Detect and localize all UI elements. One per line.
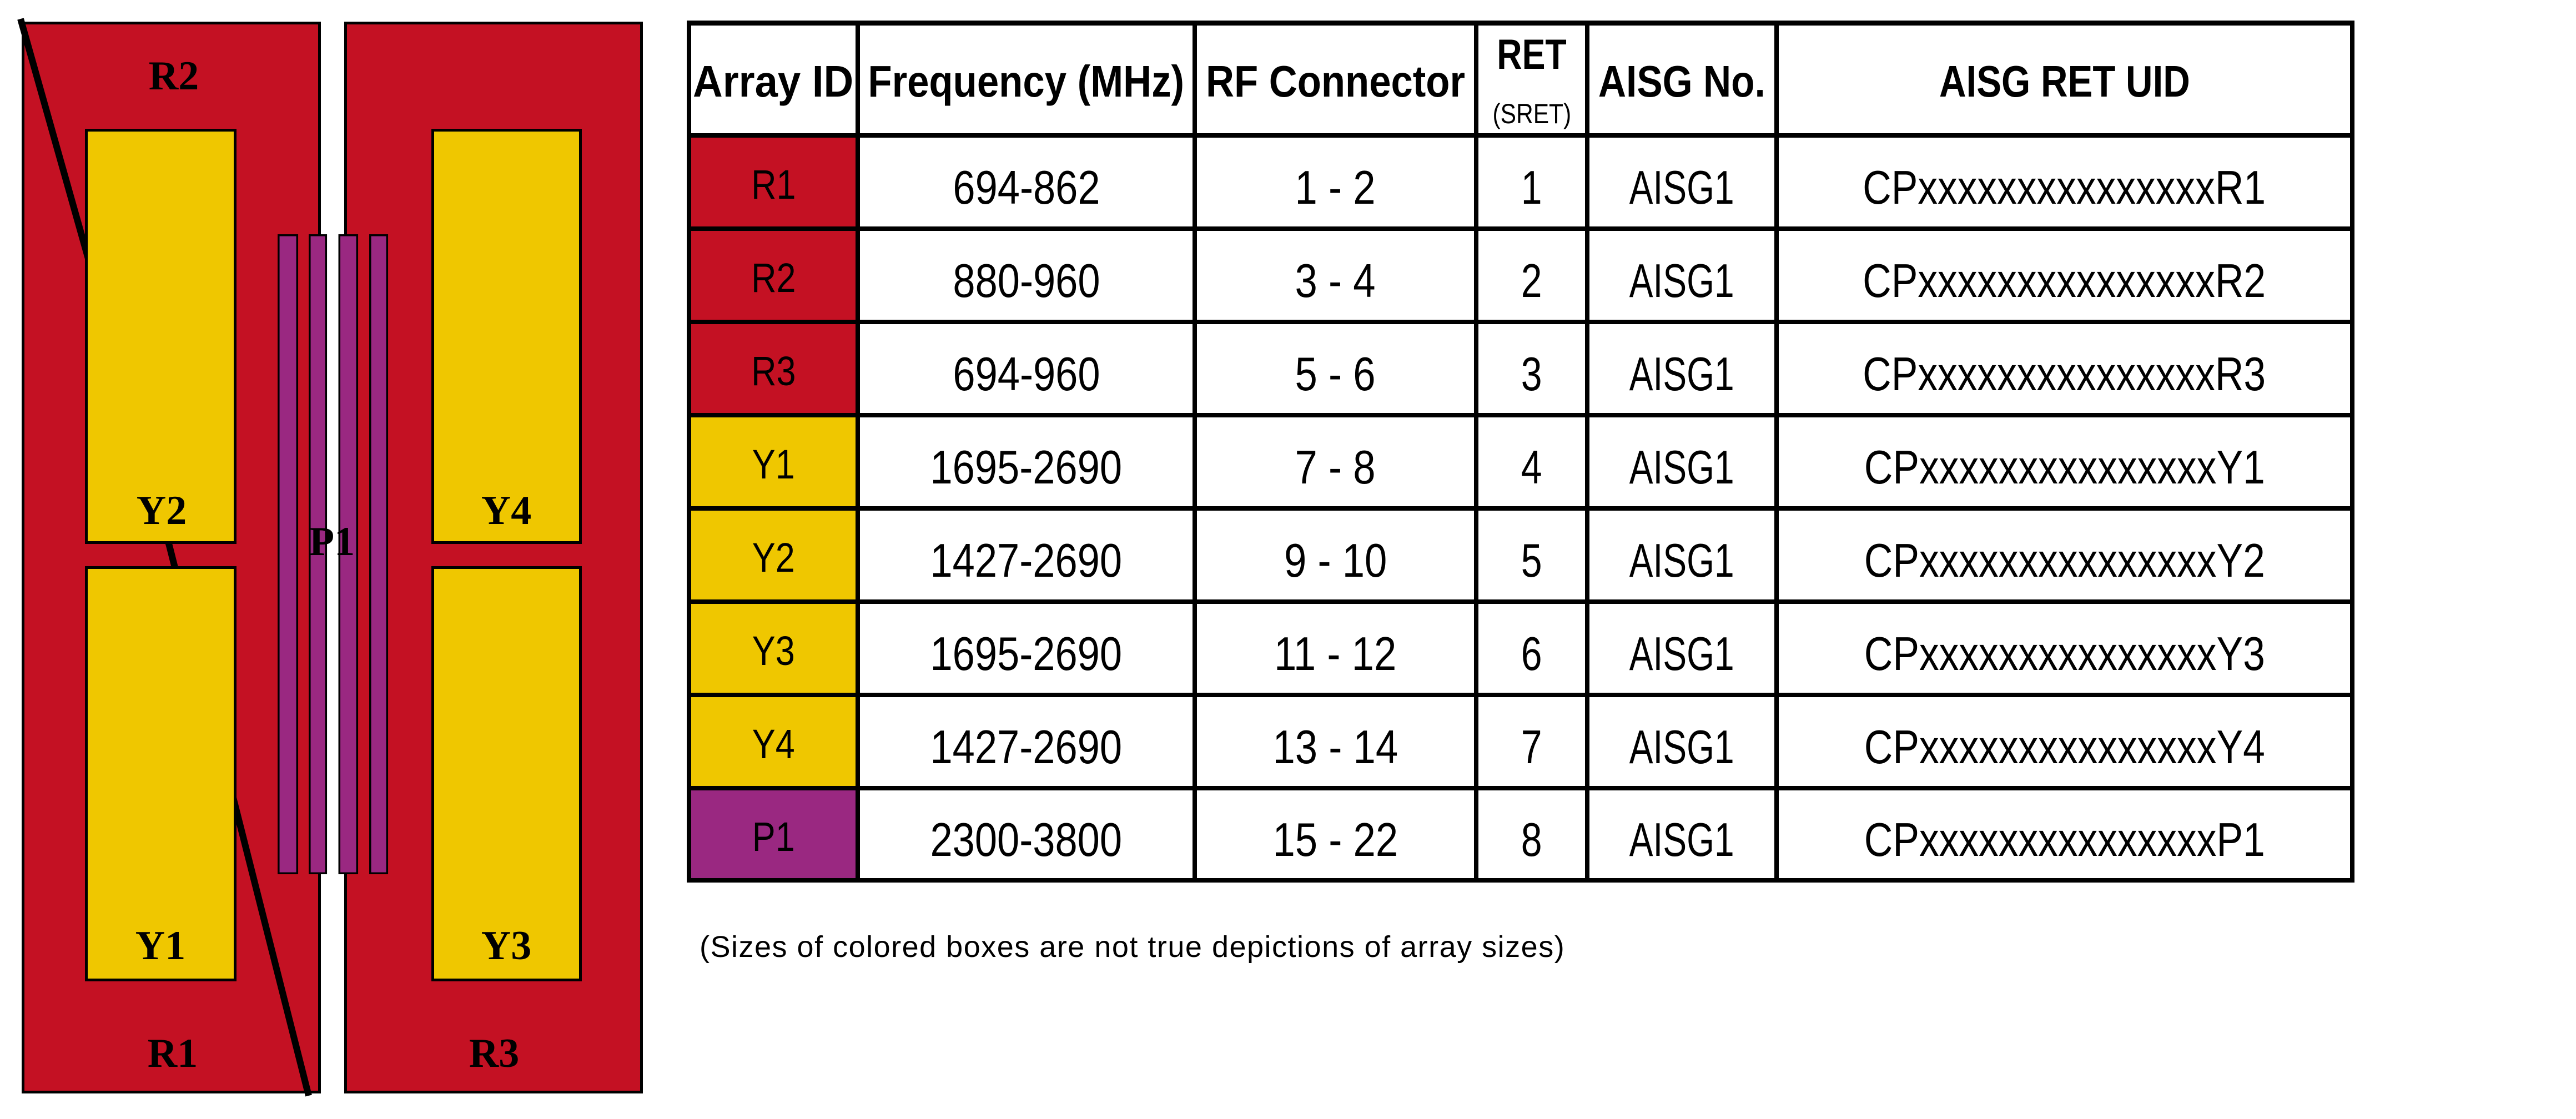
svg-text:Y1: Y1 <box>135 923 185 969</box>
svg-text:P1: P1 <box>309 519 355 564</box>
svg-text:Y4: Y4 <box>481 488 531 533</box>
svg-text:R3: R3 <box>469 1031 519 1076</box>
svg-text:R2: R2 <box>149 53 199 99</box>
svg-text:Y2: Y2 <box>137 488 187 533</box>
svg-text:R1: R1 <box>148 1031 198 1076</box>
svg-text:Y3: Y3 <box>481 923 531 969</box>
